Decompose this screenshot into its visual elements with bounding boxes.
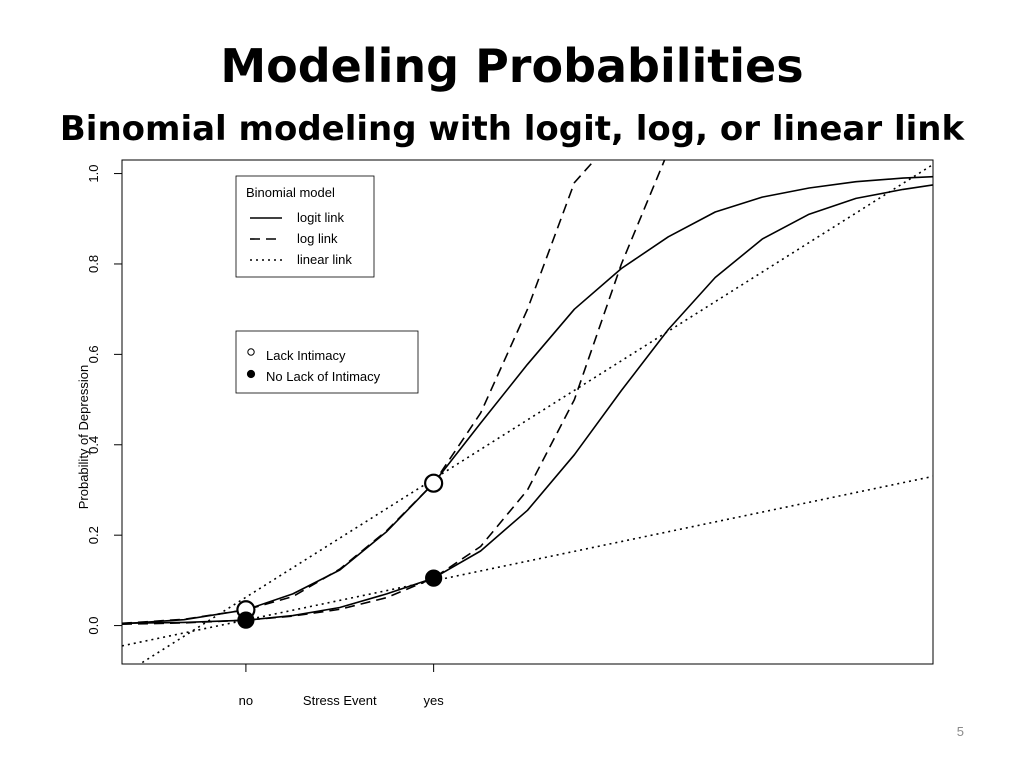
legend-label-linear: linear link: [297, 252, 352, 267]
legend-label-logit: logit link: [297, 210, 344, 225]
legend-label-log: log link: [297, 231, 338, 246]
x-tick-label: no: [239, 693, 253, 708]
series-log-lack-intimacy: [122, 160, 596, 625]
slide-subtitle: Binomial modeling with logit, log, or li…: [59, 109, 965, 149]
series-linear-lack-intimacy: [138, 163, 933, 664]
y-tick-label: 0.8: [86, 255, 101, 273]
y-tick-label: 0.6: [86, 345, 101, 363]
filled-circle-icon: [246, 369, 256, 379]
y-tick-label: 0.0: [86, 617, 101, 635]
open-circle-icon: [247, 348, 255, 356]
legend-label-no-lack-of-intimacy: No Lack of Intimacy: [266, 369, 381, 384]
series-logit-lack-intimacy: [122, 175, 933, 625]
legend-title: Binomial model: [246, 185, 335, 200]
legend-label-lack-intimacy: Lack Intimacy: [266, 348, 346, 363]
y-axis-label: Probability of Depression: [76, 365, 91, 510]
y-tick-label: 1.0: [86, 165, 101, 183]
slide-number: 5: [956, 724, 964, 739]
x-tick-label: yes: [424, 693, 445, 708]
y-tick-label: 0.4: [86, 436, 101, 454]
series-log-no-lack-of-intimacy: [122, 160, 666, 625]
data-point-lack-intimacy: [424, 473, 444, 493]
legend-groups: Lack Intimacy No Lack of Intimacy: [235, 330, 419, 394]
data-point-no-lack-of-intimacy: [237, 611, 255, 629]
y-tick-label: 0.2: [86, 526, 101, 544]
slide-title: Modeling Probabilities: [220, 39, 804, 93]
legend-binomial-model: Binomial model logit link log link linea…: [235, 175, 375, 278]
data-point-no-lack-of-intimacy: [425, 569, 443, 587]
x-axis-label: Stress Event: [303, 693, 377, 708]
series-linear-no-lack-of-intimacy: [122, 475, 933, 647]
